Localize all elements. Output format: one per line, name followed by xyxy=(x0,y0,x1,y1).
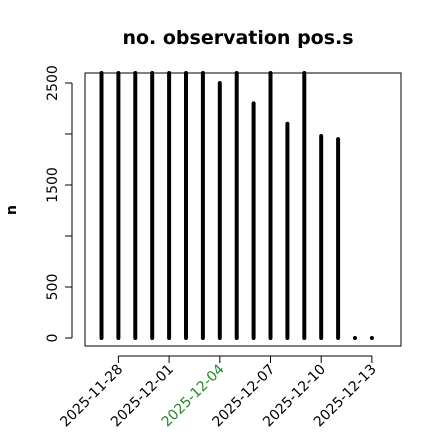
y-tick-label: 0 xyxy=(45,334,61,343)
y-axis-label: n xyxy=(4,205,20,215)
bar-zero-point xyxy=(353,336,357,340)
bar-zero-point xyxy=(369,336,374,340)
chart-title: no. observation pos.s xyxy=(122,27,353,49)
x-axis: 2025-11-282025-12-012025-12-042025-12-07… xyxy=(57,355,380,430)
y-axis: 0 500 1500 2500 xyxy=(45,65,73,343)
y-tick-label: 2500 xyxy=(45,65,61,101)
bars xyxy=(99,71,374,340)
y-tick-label: 500 xyxy=(45,274,61,301)
y-tick-label: 1500 xyxy=(45,167,61,203)
plot-frame xyxy=(84,72,402,347)
